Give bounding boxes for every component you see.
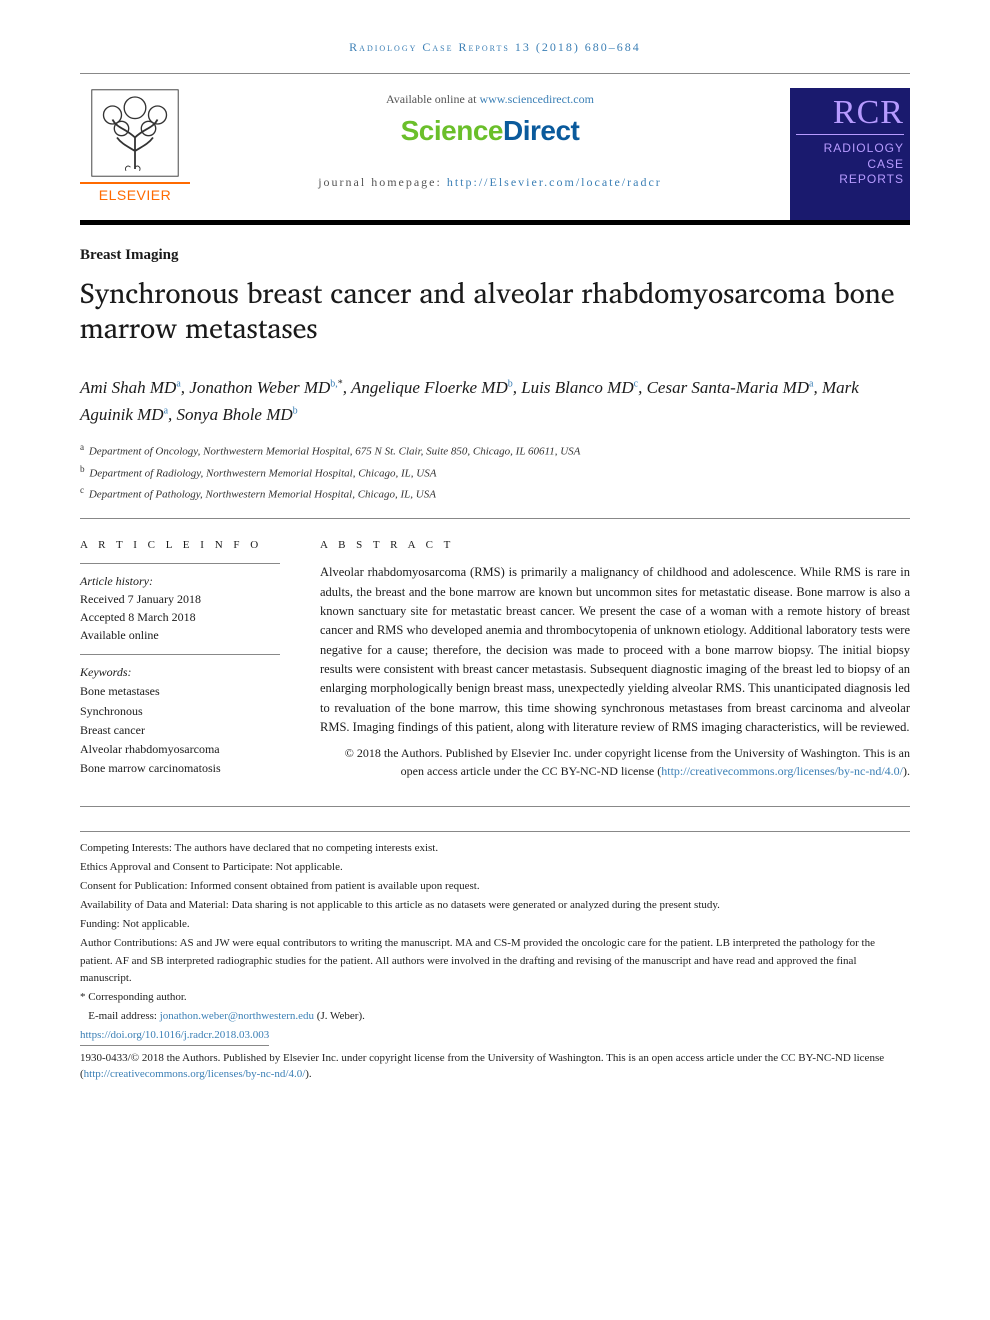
journal-header: ELSEVIER Available online at www.science… [80, 73, 910, 225]
author-affil-marker: b [508, 378, 513, 389]
keyword: Breast cancer [80, 721, 280, 740]
article-title: Synchronous breast cancer and alveolar r… [80, 276, 910, 346]
elsevier-tree-icon [90, 88, 180, 178]
avail-prefix: Available online at [386, 92, 479, 106]
footnote-item: Competing Interests: The authors have de… [80, 840, 910, 857]
abstract-copyright: © 2018 the Authors. Published by Elsevie… [320, 744, 910, 780]
journal-cover-thumb: RCR RADIOLOGY CASE REPORTS [790, 88, 910, 220]
journal-homepage-link[interactable]: http://Elsevier.com/locate/radcr [447, 175, 662, 189]
affil-marker: b [80, 464, 85, 474]
author: Luis Blanco MDc [521, 378, 638, 397]
affil-marker: a [80, 442, 84, 452]
issn-copyright: 1930-0433/© 2018 the Authors. Published … [80, 1050, 910, 1083]
available-online: Available online at www.sciencedirect.co… [200, 92, 780, 107]
author: Jonathon Weber MDb,* [189, 378, 343, 397]
email-line: E-mail address: jonathon.weber@northwest… [80, 1008, 910, 1025]
rcr-subtitle: RADIOLOGY CASE REPORTS [796, 141, 904, 188]
elsevier-logo: ELSEVIER [80, 88, 190, 203]
author: Sonya Bhole MDb [177, 405, 298, 424]
affil-marker: c [80, 485, 84, 495]
article-category: Breast Imaging [80, 247, 910, 264]
keyword: Alveolar rhabdomyosarcoma [80, 740, 280, 759]
authors-list: Ami Shah MDa, Jonathon Weber MDb,*, Ange… [80, 374, 910, 428]
keywords-block: Keywords: Bone metastasesSynchronousBrea… [80, 654, 280, 786]
article-first-page: Radiology Case Reports 13 (2018) 680–684… [0, 0, 990, 1113]
sd-science: Science [401, 115, 503, 146]
footnote-item: Availability of Data and Material: Data … [80, 897, 910, 914]
running-head: Radiology Case Reports 13 (2018) 680–684 [80, 40, 910, 55]
copy-suffix: ). [903, 764, 910, 778]
author: Angelique Floerke MDb [351, 378, 513, 397]
author: Ami Shah MDa [80, 378, 181, 397]
footnote-item: Ethics Approval and Consent to Participa… [80, 859, 910, 876]
online-date: Available online [80, 626, 280, 644]
author-affil-marker: a [809, 378, 813, 389]
journal-homepage: journal homepage: http://Elsevier.com/lo… [200, 175, 780, 190]
header-center: Available online at www.sciencedirect.co… [190, 88, 790, 204]
rcr-acronym: RCR [796, 94, 904, 132]
cc-license-link[interactable]: http://creativecommons.org/licenses/by-n… [661, 764, 903, 778]
affiliation: b Department of Radiology, Northwestern … [80, 462, 910, 483]
abstract-head: A B S T R A C T [320, 539, 910, 551]
author-affil-marker: b, [330, 378, 338, 389]
article-history: Article history: Received 7 January 2018… [80, 563, 280, 654]
author: Cesar Santa-Maria MDa [647, 378, 814, 397]
author-affil-marker: b [293, 406, 298, 417]
info-abstract-row: A R T I C L E I N F O Article history: R… [80, 539, 910, 807]
footnote-item: Author Contributions: AS and JW were equ… [80, 935, 910, 986]
rcr-line: REPORTS [796, 172, 904, 188]
keywords-label: Keywords: [80, 663, 280, 682]
corresponding-marker: * [338, 378, 343, 389]
sd-direct: Direct [503, 115, 579, 146]
rcr-line: RADIOLOGY [796, 141, 904, 157]
corresponding-author: * Corresponding author. [80, 989, 910, 1006]
article-info-column: A R T I C L E I N F O Article history: R… [80, 539, 280, 786]
author-affil-marker: a [164, 406, 168, 417]
affiliations: a Department of Oncology, Northwestern M… [80, 440, 910, 519]
history-label: Article history: [80, 572, 280, 590]
rcr-line: CASE [796, 157, 904, 173]
cc-license-link-footer[interactable]: http://creativecommons.org/licenses/by-n… [84, 1068, 306, 1080]
abstract-column: A B S T R A C T Alveolar rhabdomyosarcom… [320, 539, 910, 786]
affiliation: a Department of Oncology, Northwestern M… [80, 440, 910, 461]
doi-line: https://doi.org/10.1016/j.radcr.2018.03.… [80, 1027, 910, 1046]
footnote-item: Funding: Not applicable. [80, 916, 910, 933]
author-affil-marker: a [176, 378, 180, 389]
elsevier-wordmark: ELSEVIER [80, 182, 190, 203]
abstract-text: Alveolar rhabdomyosarcoma (RMS) is prima… [320, 563, 910, 737]
received-date: Received 7 January 2018 [80, 590, 280, 608]
jh-label: journal homepage: [318, 175, 447, 189]
doi-link[interactable]: https://doi.org/10.1016/j.radcr.2018.03.… [80, 1027, 269, 1046]
article-info-head: A R T I C L E I N F O [80, 539, 280, 551]
issn-suffix: ). [305, 1068, 311, 1080]
rcr-divider [796, 134, 904, 135]
keyword: Synchronous [80, 702, 280, 721]
keyword: Bone metastases [80, 682, 280, 701]
footnote-item: Consent for Publication: Informed consen… [80, 878, 910, 895]
author-affil-marker: c [634, 378, 638, 389]
corresponding-email[interactable]: jonathon.weber@northwestern.edu [160, 1010, 314, 1022]
keyword: Bone marrow carcinomatosis [80, 759, 280, 778]
footnotes: Competing Interests: The authors have de… [80, 831, 910, 1083]
accepted-date: Accepted 8 March 2018 [80, 608, 280, 626]
email-label: E-mail address: [88, 1010, 159, 1022]
sciencedirect-url[interactable]: www.sciencedirect.com [479, 92, 594, 106]
affiliation: c Department of Pathology, Northwestern … [80, 483, 910, 504]
sciencedirect-logo: ScienceDirect [200, 115, 780, 147]
email-suffix: (J. Weber). [314, 1010, 365, 1022]
